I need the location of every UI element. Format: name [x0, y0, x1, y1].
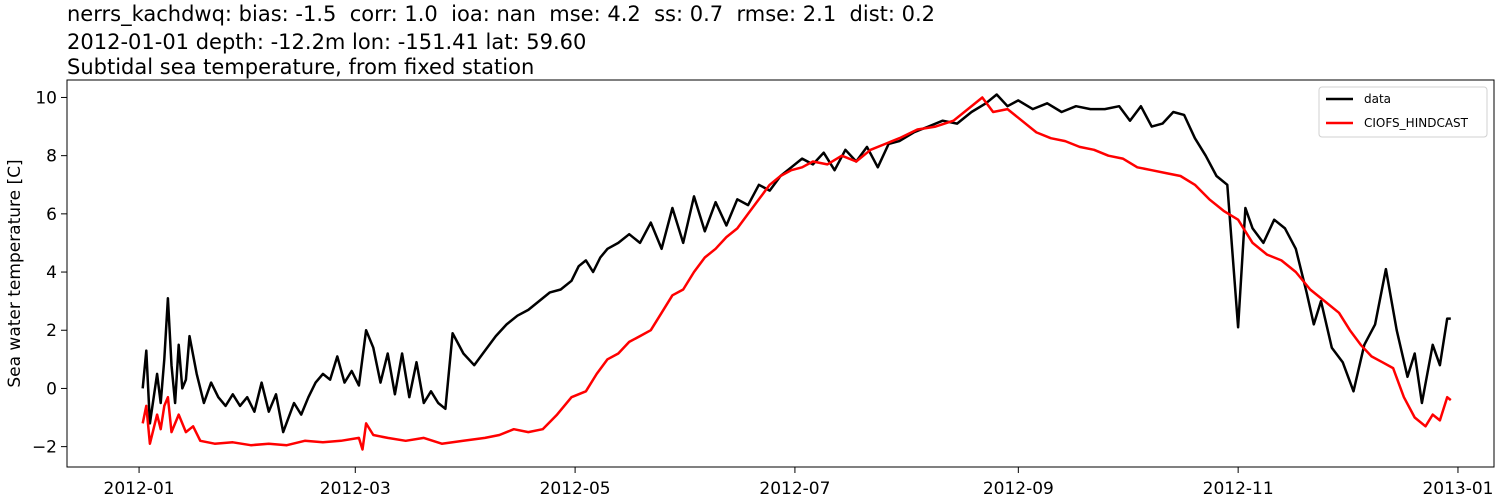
x-tick-label: 2012-09	[983, 479, 1054, 499]
legend: data CIOFS_HINDCAST	[1318, 86, 1488, 138]
legend-label: data	[1364, 92, 1391, 106]
series-line-ciofs-hindcast	[141, 96, 1452, 451]
x-axis: 2012-01 2012-03 2012-05 2012-07 2012-09 2012-…	[104, 467, 1493, 499]
x-tick-label: 2012-07	[759, 479, 830, 499]
y-tick-label: −2	[32, 438, 57, 458]
legend-label: CIOFS_HINDCAST	[1364, 116, 1469, 130]
plot-area-frame	[66, 79, 1495, 468]
chart-title-description: Subtidal sea temperature, from fixed sta…	[67, 55, 535, 79]
y-tick-label: 10	[35, 88, 57, 108]
y-tick-label: 4	[46, 263, 57, 283]
y-tick-label: 2	[46, 321, 57, 341]
y-tick-label: 0	[46, 379, 57, 399]
y-tick-label: 8	[46, 147, 57, 167]
x-tick-label: 2012-03	[320, 479, 391, 499]
x-tick-label: 2012-01	[104, 479, 175, 499]
series-line-data	[141, 93, 1451, 434]
chart-title-location: 2012-01-01 depth: -12.2m lon: -151.41 la…	[67, 30, 587, 54]
y-axis: −2 0 2 4 6 8 10	[32, 88, 67, 458]
y-axis-label: Sea water temperature [C]	[5, 159, 25, 387]
legend-box	[1318, 86, 1488, 138]
series-layer	[141, 93, 1452, 451]
x-tick-label: 2012-11	[1203, 479, 1274, 499]
chart-title-stats: nerrs_kachdwq: bias: -1.5 corr: 1.0 ioa:…	[67, 2, 936, 26]
x-tick-label: 2012-05	[540, 479, 611, 499]
x-tick-label: 2013-01	[1422, 479, 1493, 499]
y-tick-label: 6	[46, 205, 57, 225]
